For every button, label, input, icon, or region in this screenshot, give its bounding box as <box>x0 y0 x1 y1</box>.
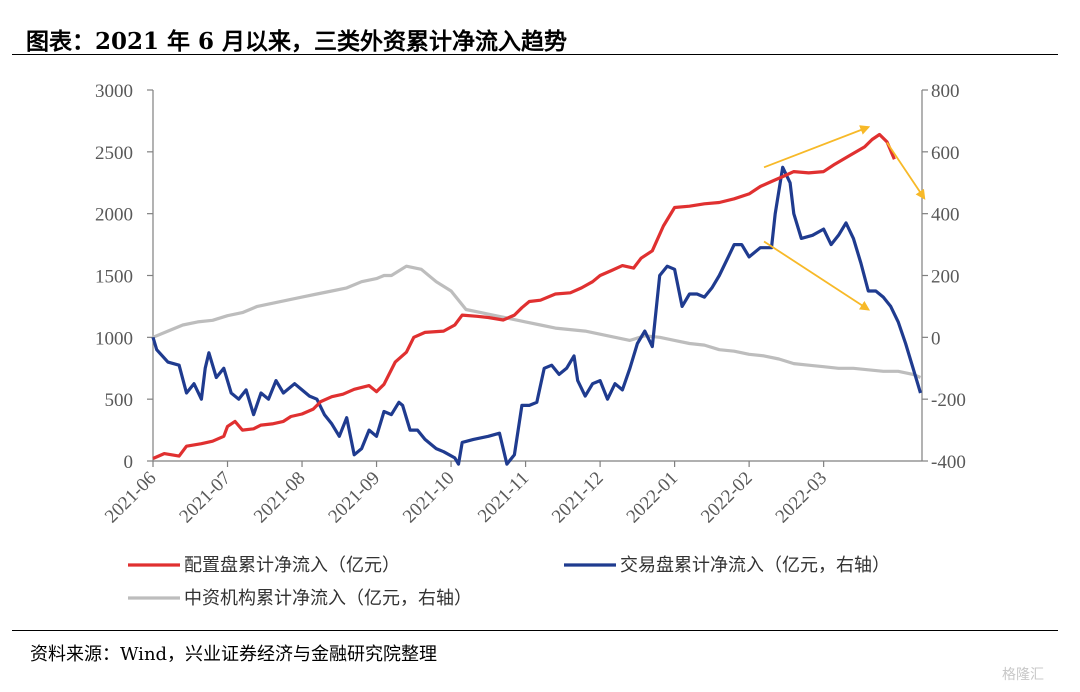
annotation-arrow <box>763 125 871 169</box>
x-tick-label: 2022-01 <box>623 468 683 528</box>
chart-area: 0 500 1000 1500 2000 2500 3000 -400 -200 0 200 400 6… <box>95 81 966 609</box>
annotation-arrows <box>763 125 926 311</box>
x-tick-label: 2021-06 <box>101 468 161 528</box>
left-tick-label: 500 <box>105 390 134 411</box>
bottom-rule <box>12 630 1058 631</box>
top-rule <box>12 54 1058 55</box>
annotation-arrow <box>763 240 871 311</box>
right-tick-label: 800 <box>931 81 960 102</box>
right-tick-label: -200 <box>931 390 966 411</box>
series-line <box>151 165 923 466</box>
x-tick-label: 2021-11 <box>474 468 533 527</box>
right-tick-label: 400 <box>931 205 960 226</box>
annotation-arrow <box>886 142 926 200</box>
right-tick-label: 200 <box>931 267 960 288</box>
right-tick-label: -400 <box>931 452 966 473</box>
x-tick-labels: 2021-06 2021-07 2021-08 2021-09 2021-10 2021-… <box>101 468 831 528</box>
x-tick-label: 2021-08 <box>250 468 310 528</box>
legend-label: 交易盘累计净流入（亿元，右轴） <box>620 555 890 576</box>
right-tick-label: 0 <box>931 328 941 349</box>
legend-label: 中资机构累计净流入（亿元，右轴） <box>184 588 472 609</box>
x-tick-label: 2021-09 <box>324 468 384 528</box>
legend: 配置盘累计净流入（亿元） 交易盘累计净流入（亿元，右轴） 中资机构累计净流入（亿元，… <box>128 555 890 609</box>
source-note: 资料来源：Wind，兴业证券经济与金融研究院整理 <box>30 644 438 665</box>
series-line <box>152 264 922 379</box>
left-tick-label: 1500 <box>95 267 133 288</box>
left-tick-label: 1000 <box>95 328 133 349</box>
axes: 0 500 1000 1500 2000 2500 3000 -400 -200 0 200 400 6… <box>95 81 966 473</box>
left-tick-label: 2000 <box>95 205 133 226</box>
x-tick-label: 2022-02 <box>697 468 757 528</box>
x-tick-label: 2021-07 <box>175 468 235 528</box>
left-tick-label: 0 <box>124 452 134 473</box>
x-tick-label: 2021-10 <box>399 468 459 528</box>
left-tick-label: 3000 <box>95 81 133 102</box>
chart-title: 图表：2021 年 6 月以来，三类外资累计净流入趋势 <box>26 28 568 55</box>
x-tick-label: 2022-03 <box>772 468 832 528</box>
legend-label: 配置盘累计净流入（亿元） <box>184 555 400 576</box>
left-tick-label: 2500 <box>95 143 133 164</box>
watermark: 格隆汇 <box>1002 667 1044 683</box>
x-tick-label: 2021-12 <box>548 468 608 528</box>
series-lines <box>151 132 923 466</box>
right-tick-label: 600 <box>931 143 960 164</box>
series-line <box>152 132 896 460</box>
